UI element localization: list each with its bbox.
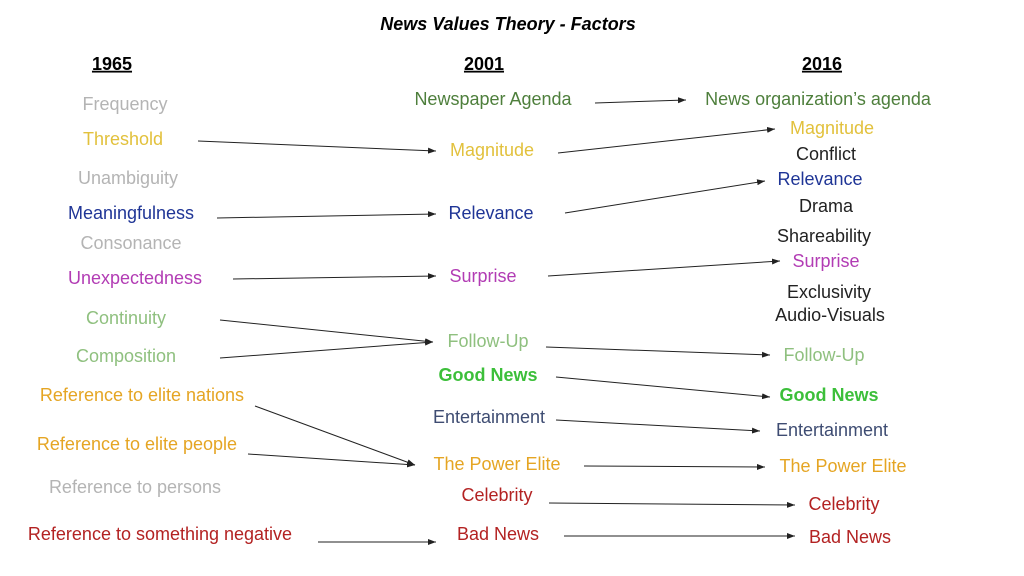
factor-label: Reference to persons [49,477,221,497]
arrows [197,97,796,545]
column-header: 2001 [464,54,504,74]
factor-label: Shareability [777,226,871,246]
factor-label: The Power Elite [433,454,560,474]
arrow [583,463,766,470]
arrow [555,376,771,400]
arrow [219,319,434,345]
factor-label: Composition [76,346,176,366]
factor-label: Frequency [82,94,167,114]
factor-label: Audio-Visuals [775,305,885,325]
factor-label: News organization’s agenda [705,89,932,109]
factor-label: Unambiguity [78,168,178,188]
factor-label: Magnitude [790,118,874,138]
factor-label: Reference to something negative [28,524,292,544]
arrow [545,346,771,358]
factor-label: Entertainment [433,407,545,427]
arrow [247,453,416,468]
factor-label: Unexpectedness [68,268,202,288]
factor-label: Surprise [792,251,859,271]
factor-label: Consonance [80,233,181,253]
factor-label: Exclusivity [787,282,871,302]
arrow [548,501,796,508]
factor-label: Bad News [457,524,539,544]
factor-label: Continuity [86,308,166,328]
factor-label: Magnitude [450,140,534,160]
factor-label: Meaningfulness [68,203,194,223]
factor-label: Follow-Up [783,345,864,365]
factor-label: Entertainment [776,420,888,440]
column-header: 1965 [92,54,132,74]
factor-label: Threshold [83,129,163,149]
arrow [232,273,437,280]
factor-label: Bad News [809,527,891,547]
column-header: 2016 [802,54,842,74]
arrow [197,140,437,154]
factor-label: The Power Elite [779,456,906,476]
factor-label: Newspaper Agenda [414,89,572,109]
factor-label: Surprise [449,266,516,286]
arrow [219,339,434,359]
factor-label: Conflict [796,144,856,164]
factor-label: Relevance [448,203,533,223]
arrow [547,258,781,277]
factor-label: Follow-Up [447,331,528,351]
arrow [216,211,437,219]
factor-label: Good News [779,385,878,405]
arrow [254,405,416,466]
factor-label: Reference to elite nations [40,385,244,405]
factor-label: Reference to elite people [37,434,237,454]
arrow [564,179,766,214]
factor-label: Relevance [777,169,862,189]
factor-label: Drama [799,196,854,216]
arrow [555,419,761,434]
factor-label: Good News [438,365,537,385]
arrow [594,97,687,104]
factor-label: Celebrity [808,494,879,514]
factor-label: Celebrity [461,485,532,505]
title: News Values Theory - Factors [380,14,635,34]
arrow [557,126,776,154]
